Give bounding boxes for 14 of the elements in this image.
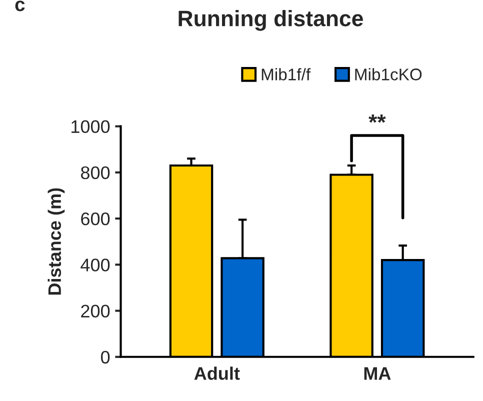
legend-label: Mib1f/f bbox=[262, 68, 311, 80]
chart-title: Running distance bbox=[178, 10, 363, 31]
legend-label: Mib1cKO bbox=[355, 68, 422, 80]
text: c bbox=[15, 0, 25, 12]
y-axis-title: Distance (m) bbox=[48, 188, 65, 295]
text: ** bbox=[368, 114, 386, 123]
x-tick-label: MA bbox=[364, 367, 391, 380]
y-tick-label: 400 bbox=[80, 258, 110, 272]
y-tick-label: 0 bbox=[101, 350, 110, 364]
y-tick-label: 600 bbox=[81, 212, 110, 226]
y-tick-label: 200 bbox=[81, 304, 110, 318]
y-tick-label: 800 bbox=[80, 166, 110, 180]
y-tick-label: 1000 bbox=[72, 120, 110, 134]
x-tick-label: Adult bbox=[194, 366, 240, 380]
